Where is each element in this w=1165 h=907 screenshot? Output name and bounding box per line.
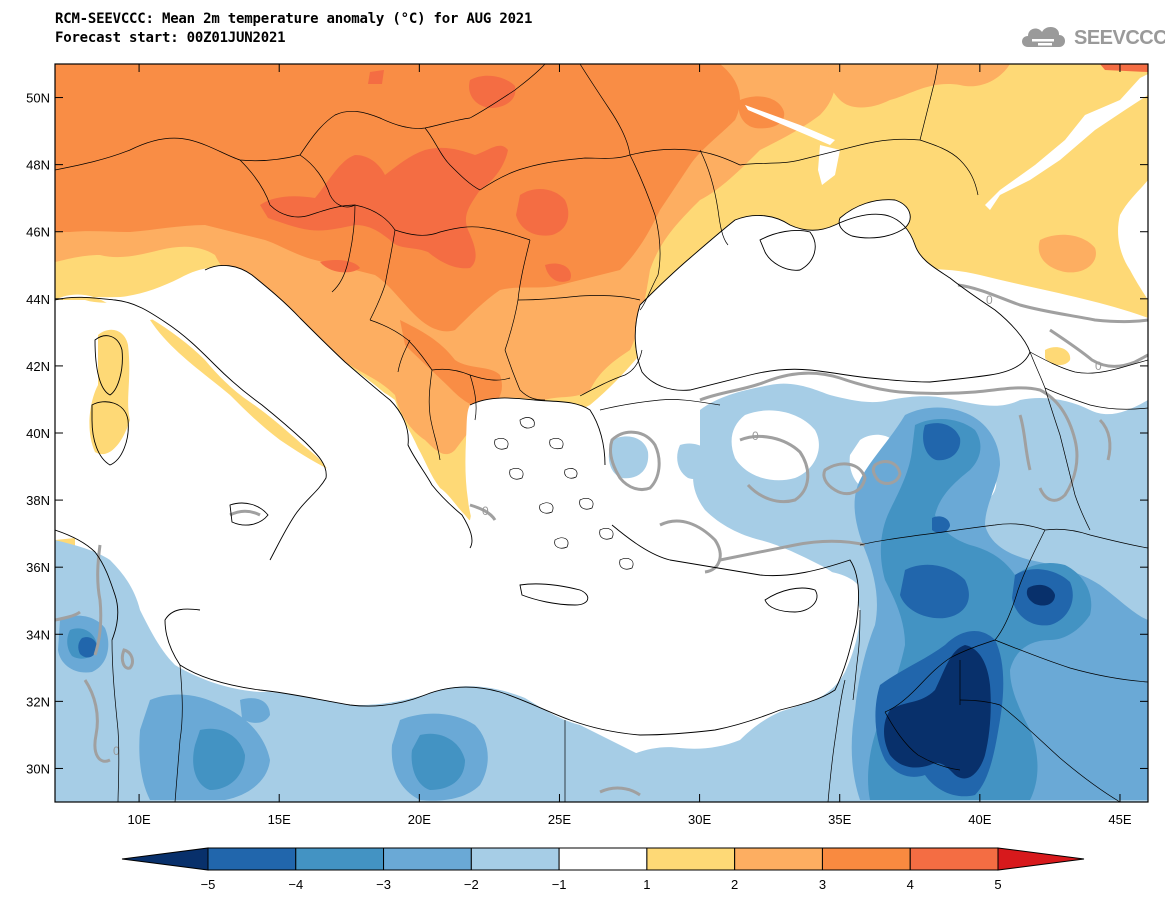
lon-tick-label: 35E (828, 812, 851, 827)
lon-tick-label: 45E (1108, 812, 1131, 827)
colorbar-segment (207, 847, 297, 871)
lat-tick-label: 30N (26, 761, 50, 776)
cool-1-anatolia-holes (660, 410, 997, 576)
colorbar-level-label: −1 (552, 877, 567, 892)
colorbar-segment (295, 847, 385, 871)
zero-contours (55, 283, 1148, 797)
warm-1-corsica-sardinia (89, 329, 130, 455)
title-line-2: Forecast start: 00Z01JUN2021 (55, 30, 286, 46)
lon-tick-label: 15E (268, 812, 291, 827)
latitude-axis: 50N 48N 46N 44N 42N 40N 38N 36N 34N 32N 30N (26, 91, 1148, 776)
title-line-1: RCM-SEEVCCC: Mean 2m temperature anomaly… (55, 11, 533, 27)
country-borders (55, 64, 1148, 802)
colorbar-segment (558, 847, 648, 871)
contour-label: 0 (1095, 359, 1102, 373)
cloud-icon (1018, 21, 1070, 55)
colorbar-level-label: 4 (907, 877, 914, 892)
logo-text: SEEVCCC (1074, 26, 1165, 49)
lat-tick-label: 50N (26, 91, 50, 106)
colorbar-level-label: −3 (376, 877, 391, 892)
warm-4-pannonia (260, 145, 508, 269)
longitude-axis: 10E 15E 20E 25E 30E 35E 40E 45E (128, 64, 1132, 827)
lat-tick-label: 42N (26, 359, 50, 374)
adriatic-sea (205, 265, 407, 442)
lat-tick-label: 40N (26, 426, 50, 441)
lon-tick-label: 10E (128, 812, 151, 827)
colorbar-segment (909, 847, 999, 871)
seevccc-logo: SEEVCCC (1018, 22, 1165, 54)
lat-tick-label: 32N (26, 694, 50, 709)
map-title: RCM-SEEVCCC: Mean 2m temperature anomaly… (55, 10, 532, 48)
colorbar-level-label: 1 (643, 877, 650, 892)
contour-label: 0 (752, 429, 759, 443)
coastlines (55, 199, 1031, 736)
cool-5-arabia (884, 645, 991, 779)
lon-tick-label: 40E (968, 812, 991, 827)
caspian-sea (1118, 180, 1148, 300)
colorbar-segment (821, 847, 911, 871)
lon-tick-label: 25E (548, 812, 571, 827)
azov-sea (839, 199, 911, 238)
black-sea (635, 214, 1030, 391)
colorbar: −5 −4 −3 −2 −1 1 2 3 4 5 (121, 847, 1085, 892)
cool-4-spot (932, 516, 950, 534)
colorbar-level-label: 2 (731, 877, 738, 892)
contour-label: 0 (986, 293, 993, 307)
colorbar-high-triangle (997, 847, 1085, 871)
colorbar-segment (646, 847, 736, 871)
contour-label: 0 (482, 504, 489, 518)
cool-2-north-africa (58, 615, 488, 801)
colorbar-level-label: −5 (201, 877, 216, 892)
warm-4-romania-core (516, 188, 569, 236)
colorbar-level-label: −4 (288, 877, 303, 892)
dnieper-masks (745, 74, 1148, 210)
map-fill: 0 0 0 0 0 (55, 64, 1148, 802)
lat-tick-label: 44N (26, 292, 50, 307)
cool-4-tunisia (78, 637, 98, 658)
mediterranean-sea (55, 267, 859, 732)
lat-tick-label: 36N (26, 560, 50, 575)
warm-2-ukraine (828, 64, 1010, 108)
lat-tick-label: 34N (26, 627, 50, 642)
warm-2-east-spot (1038, 234, 1096, 273)
colorbar-level-label: 3 (819, 877, 826, 892)
zero-contour-labels: 0 0 0 0 0 (113, 293, 1102, 758)
colorbar-level-label: −2 (464, 877, 479, 892)
cool-3-north-africa (67, 628, 465, 790)
colorbar-level-label: 5 (994, 877, 1001, 892)
lat-tick-label: 38N (26, 493, 50, 508)
cool-5-iraq (1026, 584, 1055, 606)
warm-3-balkan-tongue (400, 320, 502, 409)
lat-tick-label: 46N (26, 225, 50, 240)
cool-1-aegean-spots (608, 436, 765, 527)
lon-tick-label: 30E (688, 812, 711, 827)
colorbar-segment (734, 847, 823, 871)
aegean-islands (494, 417, 634, 570)
lon-tick-label: 20E (408, 812, 431, 827)
aegean-sea (465, 397, 614, 589)
colorbar-segment (470, 847, 560, 871)
lat-tick-label: 48N (26, 158, 50, 173)
colorbar-segment (383, 847, 472, 871)
colorbar-low-triangle (121, 847, 209, 871)
contour-label: 0 (113, 744, 120, 758)
